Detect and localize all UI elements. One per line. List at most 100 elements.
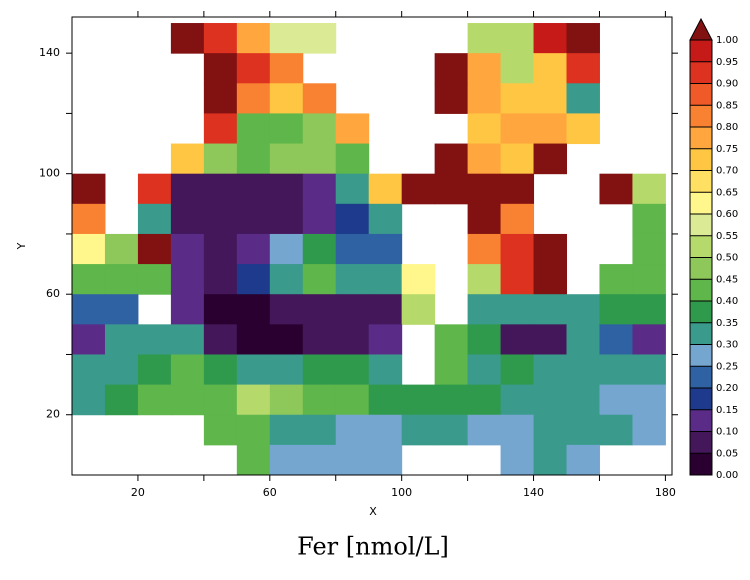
heat-cell xyxy=(269,384,304,416)
heat-cell xyxy=(170,384,205,416)
heat-cell xyxy=(236,354,271,386)
heat-cell xyxy=(203,143,238,175)
heat-cell xyxy=(72,264,106,295)
heat-cell xyxy=(467,324,502,355)
colorbar-swatch xyxy=(690,192,712,215)
heat-cell xyxy=(236,233,271,265)
heat-cell xyxy=(632,203,666,235)
heat-cell xyxy=(302,444,337,476)
colorbar-swatch xyxy=(690,431,712,454)
heat-cell xyxy=(368,414,403,446)
heat-cell xyxy=(566,23,600,54)
heat-cell xyxy=(467,264,502,295)
heat-cell xyxy=(72,354,106,386)
heat-cell xyxy=(467,294,502,325)
heat-cell xyxy=(368,324,403,355)
heat-cell xyxy=(302,203,337,235)
colorbar-swatch xyxy=(690,257,712,280)
heat-cell xyxy=(599,414,633,446)
colorbar-tick-label: 0.35 xyxy=(716,318,738,329)
heat-cell xyxy=(236,23,271,54)
heat-cell xyxy=(236,324,271,355)
heat-cell xyxy=(203,173,238,205)
heat-cell xyxy=(500,444,535,476)
heat-cell xyxy=(599,294,633,325)
heat-cell xyxy=(335,173,370,205)
heat-cell xyxy=(335,264,370,295)
heat-cell xyxy=(566,83,600,114)
heat-cell xyxy=(467,23,502,54)
heat-cell xyxy=(533,143,568,175)
heat-cell xyxy=(533,354,568,386)
heat-cell xyxy=(170,294,205,325)
colorbar-tick-label: 1.00 xyxy=(716,35,738,46)
x-tick-label: 60 xyxy=(263,486,277,499)
heat-cell xyxy=(302,143,337,175)
heat-cell xyxy=(500,384,535,416)
heat-cell xyxy=(203,384,238,416)
colorbar-swatch xyxy=(690,235,712,258)
heat-cell xyxy=(335,384,370,416)
x-tick-label: 180 xyxy=(655,486,676,499)
colorbar-tick-label: 0.65 xyxy=(716,187,738,198)
heat-cell xyxy=(632,264,666,295)
heat-cell xyxy=(335,233,370,265)
heat-cell xyxy=(599,324,633,355)
colorbar-tick-label: 0.90 xyxy=(716,79,738,90)
heat-cell xyxy=(302,414,337,446)
heat-cell xyxy=(170,264,205,295)
y-tick-label: 20 xyxy=(46,408,60,421)
x-tick-label: 140 xyxy=(523,486,544,499)
heat-cell xyxy=(236,173,271,205)
heat-cell xyxy=(203,23,238,54)
heat-cell xyxy=(72,324,106,355)
heat-cell xyxy=(500,324,535,355)
heat-cell xyxy=(137,203,172,235)
x-tick-label: 100 xyxy=(391,486,412,499)
heat-cell xyxy=(566,53,600,84)
heat-cell xyxy=(203,264,238,295)
heat-cell xyxy=(500,83,535,114)
colorbar-tick-label: 0.95 xyxy=(716,57,738,68)
plot-frame xyxy=(71,16,673,476)
heat-cell xyxy=(72,384,106,416)
heat-cell xyxy=(368,294,403,325)
heat-cell xyxy=(533,264,568,295)
colorbar-tick-label: 0.05 xyxy=(716,448,738,459)
colorbar-tick-label: 0.45 xyxy=(716,274,738,285)
colorbar-swatch xyxy=(690,344,712,367)
heat-cell xyxy=(566,294,600,325)
heat-cell xyxy=(335,294,370,325)
heat-cell xyxy=(236,53,271,84)
heat-cell xyxy=(335,324,370,355)
heat-cell xyxy=(599,173,633,205)
colorbar-tick-label: 0.50 xyxy=(716,253,738,264)
heat-cell xyxy=(104,384,139,416)
heat-cell xyxy=(236,414,271,446)
heat-cell xyxy=(467,83,502,114)
heat-cell xyxy=(401,264,436,295)
heat-cell xyxy=(302,264,337,295)
y-axis-label: Y xyxy=(15,242,28,250)
heat-cell xyxy=(467,203,502,235)
heat-cell xyxy=(137,264,172,295)
colorbar-swatch xyxy=(690,366,712,389)
colorbar-swatch xyxy=(690,148,712,171)
heat-cell xyxy=(632,294,666,325)
colorbar-tick-label: 0.10 xyxy=(716,427,738,438)
heat-cell xyxy=(269,83,304,114)
heat-cell xyxy=(500,203,535,235)
heat-cell xyxy=(269,294,304,325)
heat-cell xyxy=(137,354,172,386)
heat-cell xyxy=(269,143,304,175)
colorbar-swatch xyxy=(690,105,712,128)
heat-cell xyxy=(467,354,502,386)
heat-cell xyxy=(467,173,502,205)
colorbar-tick-label: 0.25 xyxy=(716,361,738,372)
heat-cell xyxy=(236,384,271,416)
heat-cell xyxy=(269,233,304,265)
heat-cell xyxy=(269,23,304,54)
heat-cell xyxy=(236,444,271,476)
heat-cell xyxy=(533,294,568,325)
colorbar-swatch xyxy=(690,301,712,324)
